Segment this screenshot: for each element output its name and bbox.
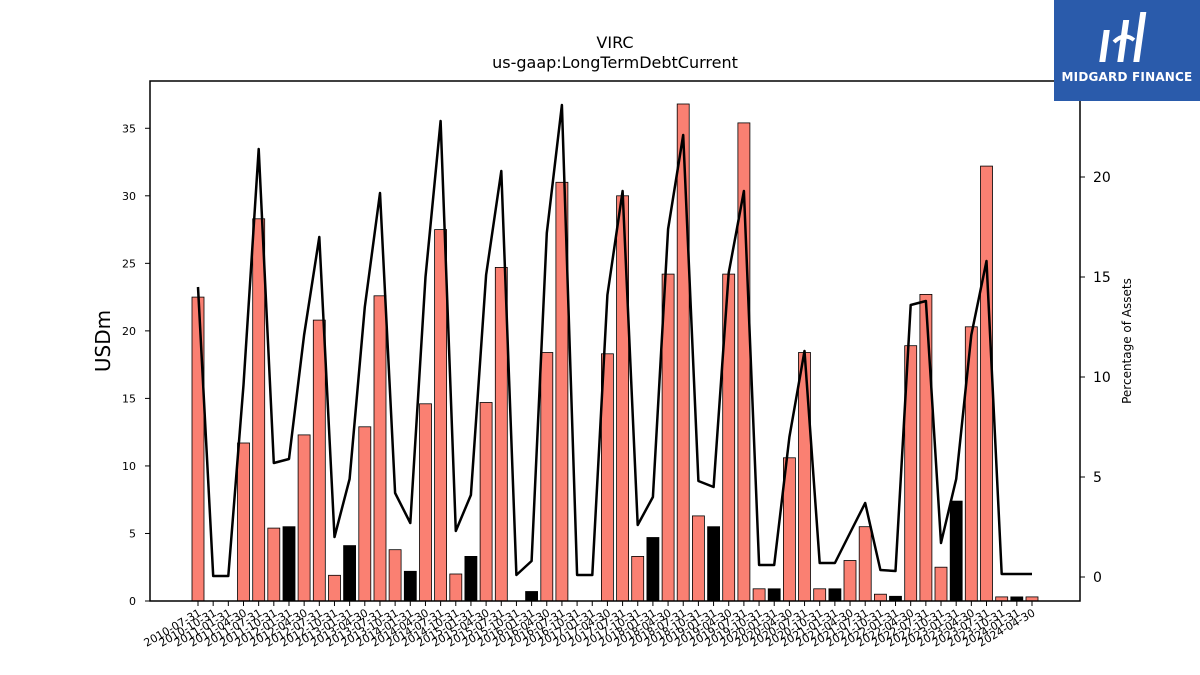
bar	[540, 352, 554, 602]
bar	[646, 537, 660, 602]
bar	[858, 526, 872, 602]
bar	[191, 296, 205, 602]
bar	[919, 293, 933, 602]
bar	[449, 573, 463, 602]
pct-assets-line	[196, 103, 1032, 578]
y2-tick-label: 0	[1093, 570, 1102, 586]
bar	[980, 165, 993, 602]
y2-tick-label: 10	[1093, 370, 1111, 386]
bar	[767, 588, 781, 602]
bar	[388, 549, 402, 602]
y-tick-label: 15	[122, 392, 136, 405]
bar	[676, 103, 690, 602]
y-tick-label: 20	[122, 325, 136, 338]
bar	[373, 295, 387, 602]
midgard-logo-icon	[1099, 12, 1147, 62]
y-tick-label: 10	[122, 460, 136, 473]
bar	[328, 574, 341, 602]
bar	[813, 588, 827, 602]
bar	[479, 402, 493, 602]
y-tick-label: 35	[122, 122, 136, 135]
bar	[282, 526, 296, 602]
brand-logo: MIDGARD FINANCE	[1054, 0, 1200, 101]
bar	[358, 426, 372, 602]
bar	[949, 500, 963, 602]
bar	[631, 556, 645, 602]
bar	[237, 442, 250, 602]
bar	[843, 560, 857, 602]
bar	[343, 545, 357, 602]
bar	[525, 591, 538, 602]
chart-title: VIRC	[596, 33, 634, 52]
y-tick-label: 5	[129, 527, 136, 540]
bar	[752, 588, 766, 602]
bar	[419, 403, 432, 602]
y2-tick-label: 20	[1093, 170, 1111, 186]
y2-tick-label: 5	[1093, 470, 1102, 486]
plot-frame	[149, 80, 1081, 602]
bar	[297, 434, 311, 602]
y-tick-label: 0	[129, 595, 136, 608]
bar	[494, 266, 508, 602]
logo-text: MIDGARD FINANCE	[1061, 70, 1193, 84]
y-tick-label: 30	[122, 190, 136, 203]
y2-tick-label: 15	[1093, 270, 1111, 286]
bar	[934, 566, 948, 602]
bar	[707, 526, 720, 602]
y-axis-label: USDm	[91, 310, 115, 372]
y-tick-label: 25	[122, 257, 136, 270]
bar	[874, 593, 887, 602]
y2-axis-label: Percentage of Assets	[1120, 278, 1134, 404]
bar	[798, 352, 811, 602]
bar	[312, 319, 326, 602]
bar	[692, 515, 705, 602]
bar	[434, 229, 448, 602]
bar	[464, 556, 478, 602]
bar	[828, 588, 842, 602]
bar	[252, 218, 266, 602]
bar	[267, 527, 281, 602]
bar	[403, 570, 417, 602]
chart-subtitle: us-gaap:LongTermDebtCurrent	[492, 53, 738, 72]
